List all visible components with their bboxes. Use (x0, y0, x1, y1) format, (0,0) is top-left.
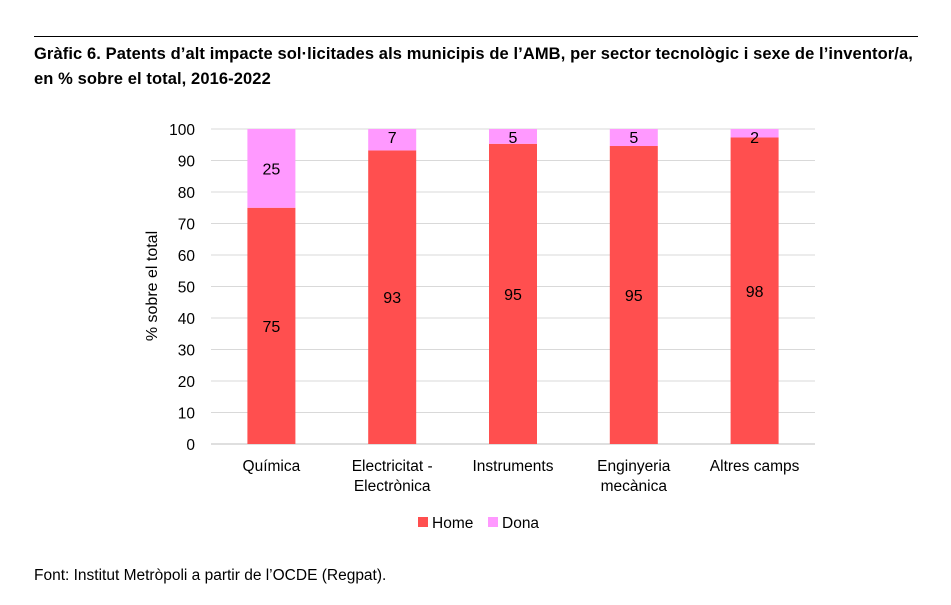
x-category-label: mecànica (601, 478, 668, 495)
bar-home (247, 207, 296, 444)
bar-home (489, 143, 537, 444)
source-note: Font: Institut Metròpoli a partir de l’O… (34, 567, 387, 584)
legend-swatch-dona (488, 517, 498, 527)
data-label-dona: 7 (388, 130, 397, 147)
x-category-label: Electricitat - (352, 458, 433, 475)
bar-home (368, 150, 417, 445)
data-label-dona: 5 (509, 130, 518, 147)
y-tick-label: 60 (178, 248, 196, 265)
bar-dona (730, 129, 779, 138)
data-label-dona: 5 (629, 130, 638, 147)
x-category-label: Altres camps (710, 458, 800, 475)
bar-home (609, 146, 658, 444)
bar-dona (489, 129, 537, 144)
y-tick-label: 10 (178, 406, 196, 423)
y-tick-label: 50 (178, 280, 196, 297)
x-category-label: Enginyeria (597, 458, 671, 475)
legend-swatch-home (418, 517, 428, 527)
x-category-label: Instruments (473, 458, 554, 475)
bar-dona (247, 129, 296, 208)
bar-dona (368, 129, 417, 151)
y-tick-label: 80 (178, 185, 196, 202)
y-axis-label: % sobre el total (144, 231, 161, 341)
data-label-home: 95 (625, 288, 643, 305)
y-tick-label: 90 (178, 154, 196, 171)
x-category-label: Electrònica (354, 478, 431, 495)
data-label-home: 95 (504, 287, 522, 304)
data-label-home: 75 (263, 319, 281, 336)
bar-dona (609, 129, 658, 147)
data-label-dona: 2 (750, 130, 759, 147)
bar-home (730, 137, 779, 444)
data-label-dona: 25 (263, 161, 281, 178)
y-tick-label: 70 (178, 217, 196, 234)
legend-label-home: Home (432, 515, 473, 532)
top-rule (34, 36, 918, 37)
chart-title: Gràfic 6. Patents d’alt impacte sol·lici… (34, 45, 913, 88)
y-tick-label: 0 (186, 437, 195, 454)
y-tick-label: 20 (178, 374, 196, 391)
y-tick-label: 100 (169, 122, 195, 139)
legend-label-dona: Dona (502, 515, 539, 532)
data-label-home: 98 (746, 284, 764, 301)
x-category-label: Química (243, 458, 301, 475)
data-label-home: 93 (383, 290, 401, 307)
y-tick-label: 40 (178, 311, 196, 328)
y-tick-label: 30 (178, 343, 196, 360)
